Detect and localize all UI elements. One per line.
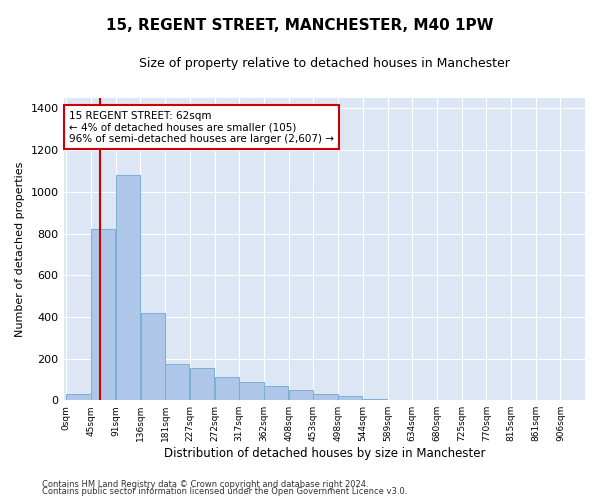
- Y-axis label: Number of detached properties: Number of detached properties: [15, 162, 25, 337]
- Bar: [239, 382, 263, 400]
- Bar: [165, 364, 190, 400]
- Bar: [215, 378, 239, 400]
- Bar: [338, 396, 362, 400]
- X-axis label: Distribution of detached houses by size in Manchester: Distribution of detached houses by size …: [164, 447, 485, 460]
- Bar: [289, 390, 313, 400]
- Text: Contains public sector information licensed under the Open Government Licence v3: Contains public sector information licen…: [42, 487, 407, 496]
- Text: Contains HM Land Registry data © Crown copyright and database right 2024.: Contains HM Land Registry data © Crown c…: [42, 480, 368, 489]
- Title: Size of property relative to detached houses in Manchester: Size of property relative to detached ho…: [139, 58, 510, 70]
- Text: 15 REGENT STREET: 62sqm
← 4% of detached houses are smaller (105)
96% of semi-de: 15 REGENT STREET: 62sqm ← 4% of detached…: [69, 110, 334, 144]
- Bar: [67, 394, 91, 400]
- Bar: [116, 175, 140, 400]
- Bar: [264, 386, 288, 400]
- Bar: [140, 312, 165, 400]
- Bar: [313, 394, 338, 400]
- Bar: [91, 230, 115, 400]
- Text: 15, REGENT STREET, MANCHESTER, M40 1PW: 15, REGENT STREET, MANCHESTER, M40 1PW: [106, 18, 494, 32]
- Bar: [190, 368, 214, 400]
- Bar: [363, 398, 388, 400]
